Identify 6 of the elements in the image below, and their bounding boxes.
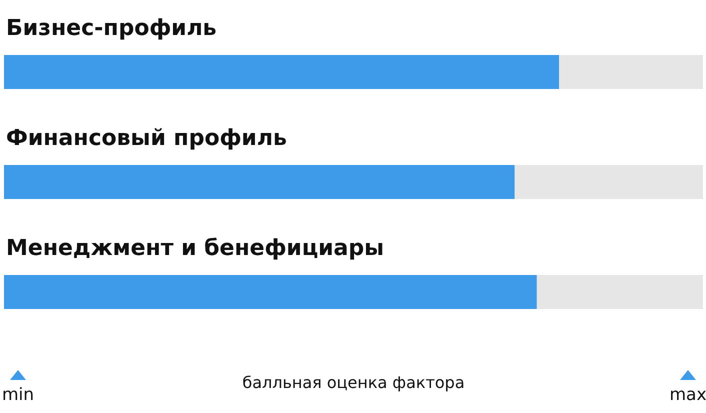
x-axis-title: балльная оценка фактора [242,373,465,392]
y-tick-label: Бизнес-профиль [6,16,217,41]
text: min [2,385,34,405]
text: max [669,385,706,405]
y-tick-label: Финансовый профиль [6,126,287,151]
y-tick-label: Менеджмент и бенефициары [6,236,384,261]
